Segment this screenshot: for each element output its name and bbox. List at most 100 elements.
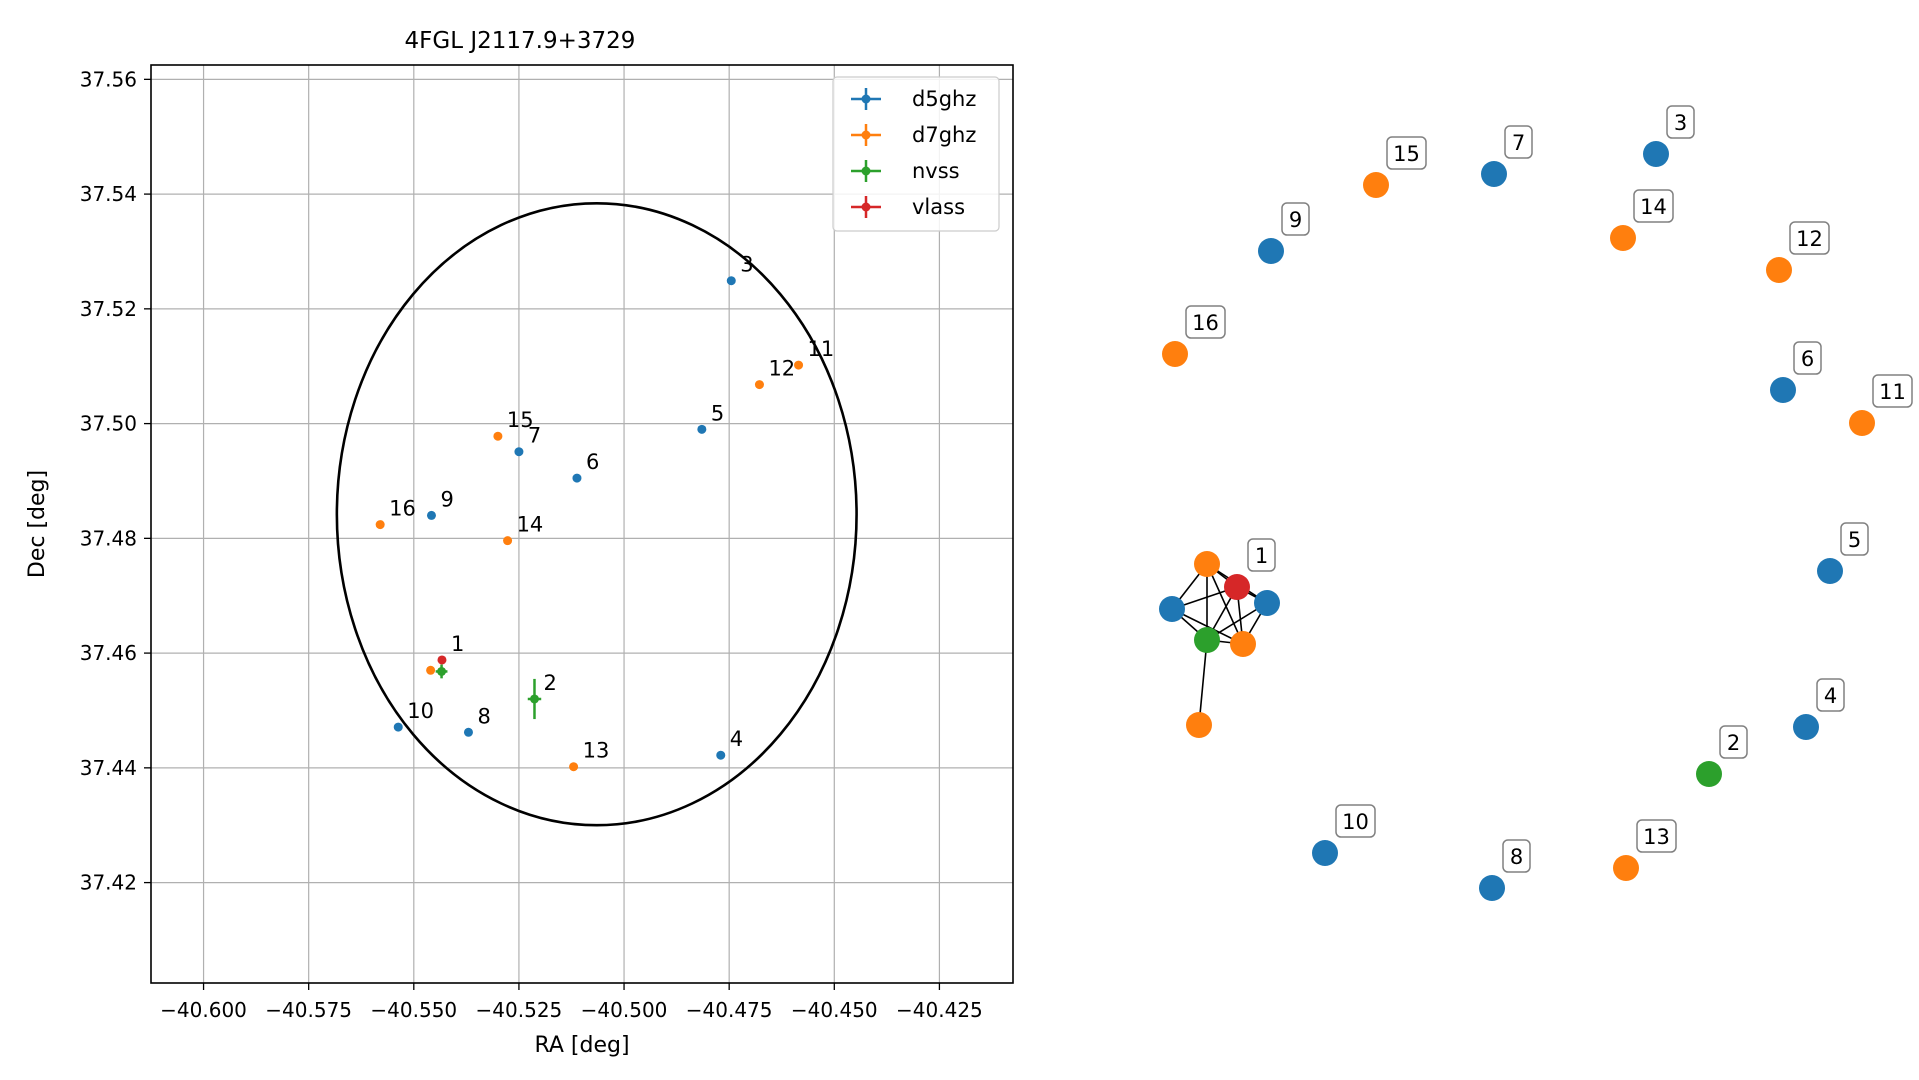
- network-node-label-box: [1793, 341, 1822, 375]
- y-tick-label: 37.56: [80, 67, 137, 91]
- legend: d5ghz d7ghz nvss vlass: [832, 76, 1000, 232]
- data-point-d5ghz: [514, 447, 524, 457]
- legend-box: [832, 76, 1000, 232]
- network-node-label-box: [1185, 305, 1226, 339]
- network-node-label: 13: [1643, 825, 1670, 849]
- network-node-d5ghz: [1258, 238, 1284, 264]
- y-tick-label: 37.44: [80, 756, 137, 780]
- data-point-d7ghz: [493, 431, 503, 441]
- network-node-vlass: [1224, 574, 1250, 600]
- point-label: 11: [808, 337, 835, 361]
- network-node-label-box: [1335, 804, 1376, 838]
- y-tick-label: 37.54: [80, 182, 137, 206]
- data-point-d5ghz: [726, 276, 736, 286]
- network-node-d5ghz: [1312, 840, 1338, 866]
- data-point-d7ghz: [426, 665, 436, 675]
- y-tick-label: 37.46: [80, 641, 137, 665]
- point-labels-layer: 3 5 6 7 9 10 8 4 11 12 15 16 14 13 2 1: [389, 253, 834, 763]
- data-point-vlass: [437, 655, 447, 665]
- legend-label: d5ghz: [912, 87, 976, 111]
- network-node-label: 9: [1289, 208, 1302, 232]
- data-point-d5ghz: [426, 510, 436, 520]
- network-node-d5ghz: [1643, 141, 1669, 167]
- point-label: 3: [740, 253, 753, 277]
- y-tick-label: 37.48: [80, 526, 137, 550]
- network-node-label: 11: [1879, 380, 1906, 404]
- network-node-label-box: [1719, 725, 1748, 759]
- data-point-d5ghz: [393, 722, 403, 732]
- network-node-label: 1: [1255, 544, 1268, 568]
- x-tick-label: −40.525: [476, 998, 563, 1022]
- y-tick-label: 37.52: [80, 297, 137, 321]
- point-label: 13: [583, 739, 610, 763]
- network-node-nvss: [1696, 761, 1722, 787]
- network-node-d5ghz: [1793, 714, 1819, 740]
- point-label: 5: [711, 401, 724, 425]
- point-label: 7: [528, 424, 541, 448]
- network-node-label: 5: [1848, 528, 1861, 552]
- network-node-label: 15: [1393, 142, 1420, 166]
- network-node-label-box: [1247, 538, 1276, 572]
- data-point-d5ghz: [716, 750, 726, 760]
- point-label: 15: [507, 408, 534, 432]
- data-point-nvss: [437, 666, 447, 676]
- point-label: 12: [768, 357, 795, 381]
- network-node-label: 10: [1342, 810, 1369, 834]
- y-axis-label: Dec [deg]: [25, 470, 50, 578]
- legend-label: d7ghz: [912, 123, 976, 147]
- error-ellipse-layer: [335, 201, 858, 827]
- x-tick-label: −40.550: [370, 998, 457, 1022]
- error-ellipse: [335, 201, 858, 827]
- point-label: 16: [389, 497, 416, 521]
- network-node-d5ghz: [1817, 558, 1843, 584]
- network-node-label: 7: [1512, 131, 1525, 155]
- legend-marker-dot: [861, 166, 871, 176]
- data-point-d7ghz: [754, 380, 764, 390]
- network-node-label-box: [1789, 221, 1830, 255]
- network-node-d7ghz: [1849, 410, 1875, 436]
- data-point-d7ghz: [503, 536, 513, 546]
- x-tick-label: −40.500: [581, 998, 668, 1022]
- network-node-label: 16: [1192, 311, 1219, 335]
- legend-items: d5ghz d7ghz nvss vlass: [851, 87, 976, 219]
- x-tick-label: −40.450: [791, 998, 878, 1022]
- network-node-d5ghz: [1254, 590, 1280, 616]
- network-node-label: 4: [1824, 684, 1837, 708]
- network-node-label-box: [1636, 819, 1677, 853]
- x-tick-label: −40.575: [265, 998, 352, 1022]
- point-label: 10: [407, 699, 434, 723]
- point-label: 9: [440, 487, 453, 511]
- network-node-label: 8: [1510, 845, 1523, 869]
- network-node-d7ghz: [1766, 257, 1792, 283]
- network-edge: [1198, 639, 1208, 726]
- data-point-d5ghz: [572, 473, 582, 483]
- network-node-label: 2: [1727, 731, 1740, 755]
- network-node-label: 3: [1674, 111, 1687, 135]
- grid-lines: [151, 65, 1013, 983]
- network-node-label-box: [1666, 105, 1695, 139]
- legend-marker-dot: [861, 94, 871, 104]
- network-node-label-box: [1502, 839, 1531, 873]
- network-node-label-box: [1633, 189, 1674, 223]
- point-label: 1: [451, 632, 464, 656]
- legend-marker-dot: [861, 202, 871, 212]
- point-label: 8: [477, 704, 490, 728]
- chart-title: 4FGL J2117.9+3729: [405, 28, 636, 54]
- axis-ticks-layer: −40.600 −40.575 −40.550 −40.525 −40.500 −40.4…: [80, 67, 983, 1022]
- x-axis-label: RA [deg]: [534, 1033, 629, 1058]
- network-node-d7ghz: [1230, 631, 1256, 657]
- legend-label: vlass: [912, 195, 965, 219]
- network-node-d5ghz: [1479, 875, 1505, 901]
- network-node-d7ghz: [1610, 225, 1636, 251]
- network-node-label-box: [1504, 125, 1533, 159]
- legend-label: nvss: [912, 159, 960, 183]
- point-label: 2: [543, 671, 556, 695]
- network-node-label: 6: [1801, 347, 1814, 371]
- data-point-d5ghz: [463, 727, 473, 737]
- network-node-label: 14: [1640, 195, 1667, 219]
- network-node-d7ghz: [1162, 341, 1188, 367]
- point-label: 14: [517, 513, 544, 537]
